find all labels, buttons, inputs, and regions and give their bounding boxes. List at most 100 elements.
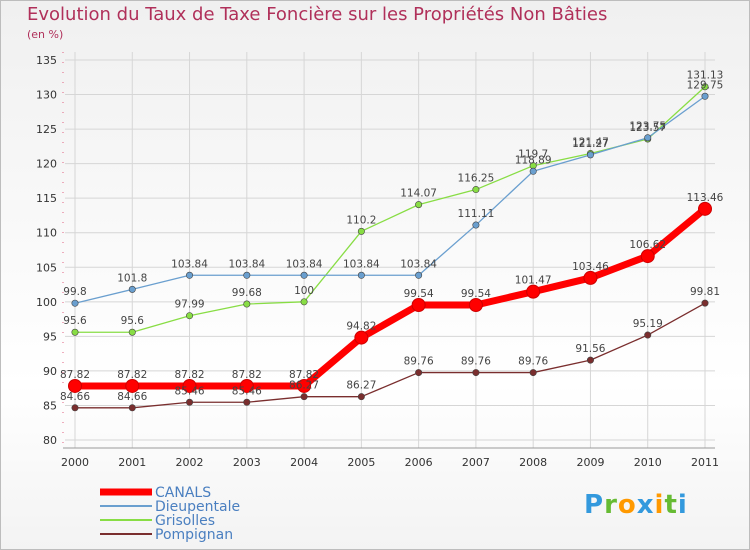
data-label: 87.82 (232, 369, 262, 381)
data-label: 95.6 (121, 315, 145, 327)
x-tick-label: 2001 (118, 456, 146, 469)
data-label: 121.47 (572, 136, 609, 148)
data-label: 111.11 (458, 208, 495, 220)
data-point (640, 249, 655, 264)
data-point (468, 297, 483, 312)
x-tick-label: 2007 (462, 456, 490, 469)
data-point (128, 404, 136, 412)
data-point (411, 297, 426, 312)
data-point (701, 83, 709, 91)
data-point (186, 271, 194, 279)
data-point (71, 404, 79, 412)
chart-title: Evolution du Taux de Taxe Foncière sur l… (27, 4, 608, 25)
data-labels: 87.82 87.82 87.82 87.82 87.82 94.82 99.54 99.54… (60, 70, 724, 403)
y-tick-label: 85 (43, 399, 57, 412)
data-label: 116.25 (458, 173, 495, 185)
data-label: 99.8 (63, 286, 86, 298)
data-label: 106.62 (629, 239, 666, 251)
data-label: 121.27 (572, 138, 609, 150)
data-point (701, 299, 709, 307)
data-label: 87.82 (117, 369, 147, 381)
data-point (357, 393, 365, 401)
data-label: 110.2 (346, 214, 376, 226)
axes: 80 85 90 95 100 105 110 115 120 125 130 135 2000 2001… (36, 52, 719, 469)
data-point (354, 330, 369, 345)
data-label: 123.57 (629, 122, 666, 134)
data-point (125, 378, 140, 393)
data-label: 85.46 (175, 385, 205, 397)
y-tick-label: 130 (36, 89, 57, 102)
data-label: 99.68 (232, 287, 262, 299)
data-point (71, 299, 79, 307)
data-label: 100 (294, 285, 314, 297)
data-label: 114.07 (400, 188, 437, 200)
x-tick-label: 2003 (233, 456, 261, 469)
data-label: 101.47 (515, 275, 552, 287)
y-tick-label: 105 (36, 261, 57, 274)
data-label: 103.84 (400, 258, 437, 270)
data-point (529, 369, 537, 377)
data-point (243, 398, 251, 406)
y-tick-label: 135 (36, 54, 57, 67)
data-label: 87.82 (289, 369, 319, 381)
series-line-dieupentale (74, 95, 706, 304)
data-label: 87.82 (60, 369, 90, 381)
data-point (644, 331, 652, 339)
data-point (415, 201, 423, 209)
data-label: 97.99 (175, 299, 205, 311)
x-tick-label: 2010 (634, 456, 662, 469)
data-label: 103.84 (343, 258, 380, 270)
x-tick-label: 2008 (519, 456, 547, 469)
y-tick-label: 90 (43, 365, 57, 378)
data-point (415, 369, 423, 377)
data-label: 91.56 (575, 343, 605, 355)
data-point (472, 369, 480, 377)
proxiti-logo: Proxiti (584, 490, 688, 520)
legend-label-grisolles: Grisolles (155, 513, 215, 529)
data-label: 86.27 (289, 380, 319, 392)
data-point (586, 356, 594, 364)
data-label: 129.75 (687, 79, 724, 91)
data-label: 103.46 (572, 261, 609, 273)
data-point (415, 271, 423, 279)
data-label: 99.54 (461, 288, 491, 300)
x-tick-label: 2002 (176, 456, 204, 469)
data-point (701, 92, 709, 100)
data-label: 113.46 (687, 192, 724, 204)
data-point (182, 378, 197, 393)
data-point (472, 186, 480, 194)
x-tick-label: 2011 (691, 456, 719, 469)
data-label: 85.46 (232, 385, 262, 397)
data-point (128, 285, 136, 293)
legend-label-dieupentale: Dieupentale (155, 499, 240, 515)
x-tick-label: 2000 (61, 456, 89, 469)
data-label: 103.84 (228, 258, 265, 270)
legend-label-pompignan: Pompignan (155, 527, 233, 543)
y-tick-label: 95 (43, 330, 57, 343)
chart-subtitle: (en %) (27, 28, 64, 41)
y-tick-label: 115 (36, 192, 57, 205)
data-point (297, 378, 312, 393)
data-point (239, 378, 254, 393)
data-label: 118.89 (515, 154, 552, 166)
data-point (586, 151, 594, 159)
data-point (186, 398, 194, 406)
x-tick-label: 2006 (405, 456, 433, 469)
data-label: 95.6 (63, 315, 87, 327)
series-line-pompignan (75, 302, 706, 409)
data-label: 86.27 (346, 380, 376, 392)
y-tick-label: 110 (36, 227, 57, 240)
data-point (526, 284, 541, 299)
x-tick-label: 2004 (290, 456, 318, 469)
data-label: 99.81 (690, 286, 720, 298)
data-point (644, 134, 652, 142)
data-label: 103.84 (286, 258, 323, 270)
data-point (68, 378, 82, 393)
data-point (698, 201, 712, 216)
data-label: 87.82 (175, 369, 205, 381)
data-label: 89.76 (404, 356, 434, 368)
data-label: 84.66 (117, 391, 147, 403)
data-point (529, 167, 537, 175)
